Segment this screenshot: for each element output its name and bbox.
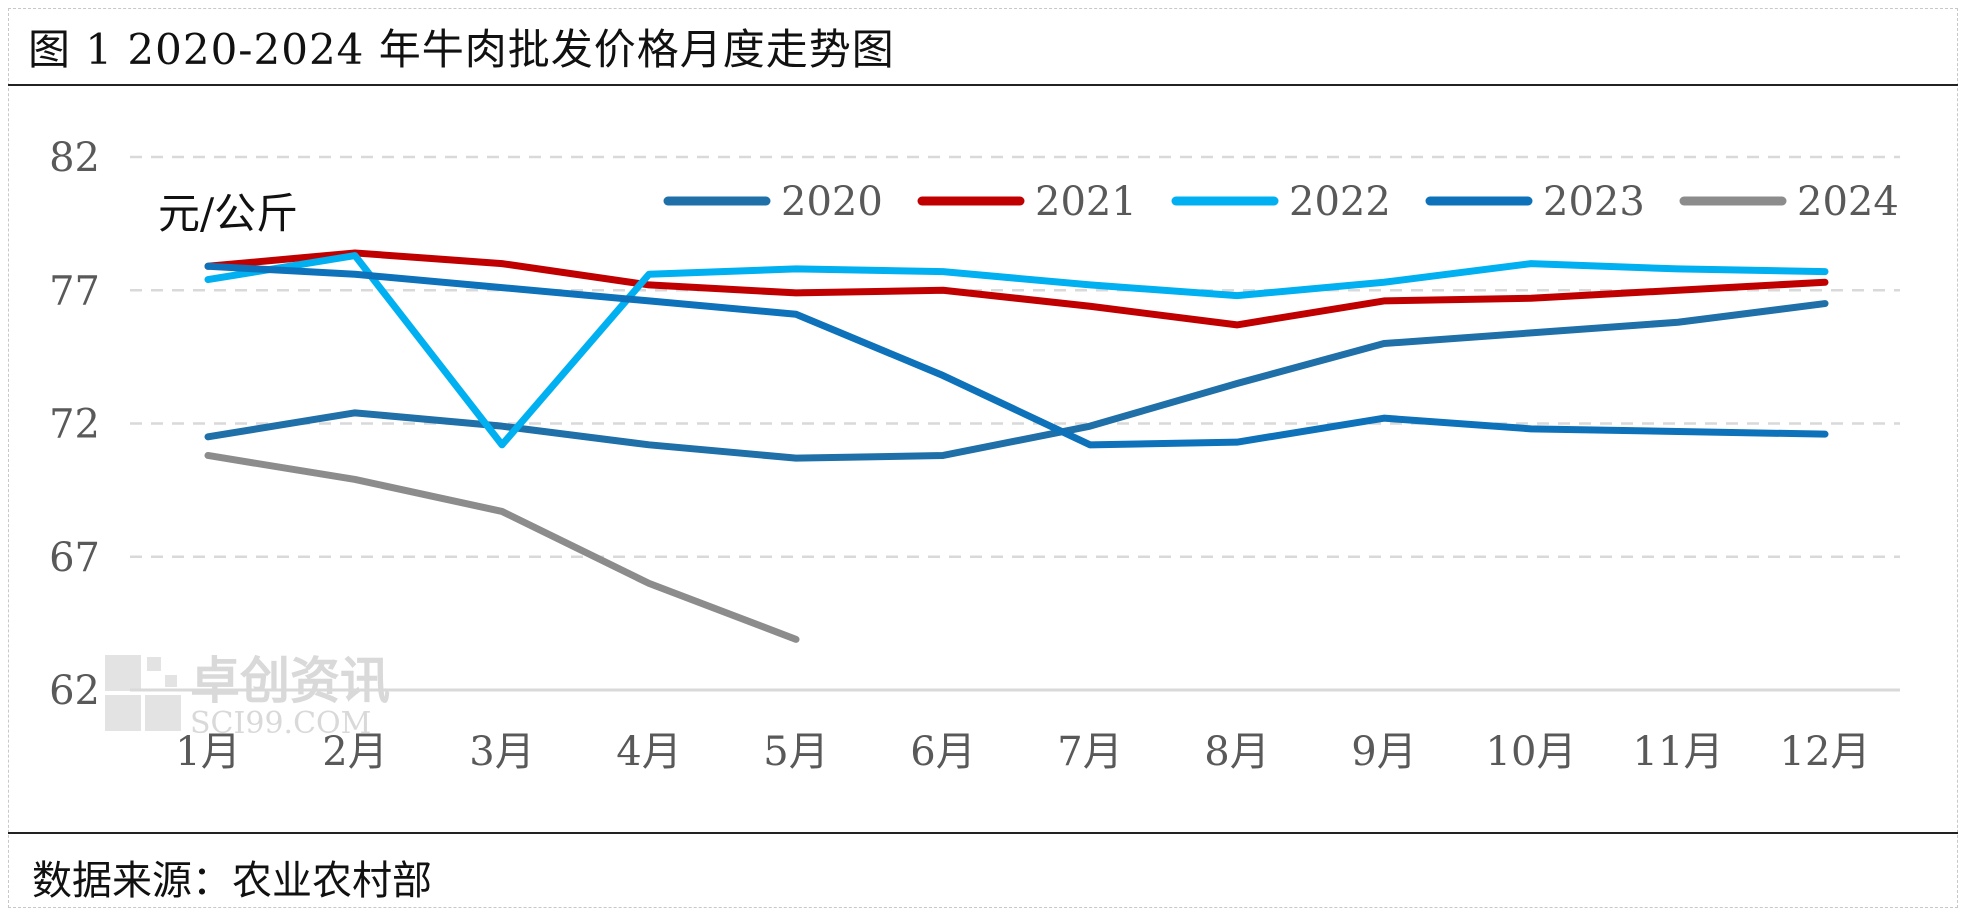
legend-item-2020[interactable]: 2020: [663, 179, 883, 225]
legend[interactable]: 2020 2021 2022 2023 2024: [663, 179, 1899, 225]
chart-title: 图 1 2020-2024 年牛肉批发价格月度走势图: [28, 25, 895, 74]
x-tick-label: 8月: [1204, 729, 1269, 775]
footer-divider: [8, 832, 1958, 834]
x-tick-label: 2月: [322, 729, 387, 775]
y-tick-label: 77: [49, 268, 100, 314]
x-tick-label: 10月: [1486, 729, 1577, 775]
legend-item-2022[interactable]: 2022: [1171, 179, 1391, 225]
series-lines: [204, 249, 1829, 643]
chart-frame: [8, 8, 1958, 908]
watermark: 卓创资讯 SCI99.COM: [105, 652, 390, 741]
watermark-cn-text: 卓创资讯: [190, 652, 390, 710]
x-tick-label: 1月: [175, 729, 240, 775]
legend-item-2021[interactable]: 2021: [917, 179, 1137, 225]
title-bar: [8, 8, 1958, 86]
series-line-2022: [204, 252, 1829, 449]
legend-label: 2021: [1035, 179, 1137, 225]
y-unit-label: 元/公斤: [158, 189, 298, 238]
x-tick-label: 4月: [616, 729, 681, 775]
source-note: 数据来源：农业农村部: [32, 858, 432, 904]
x-axis: 1月 2月 3月 4月 5月 6月 7月 8月 9月 10月 11月 12月: [175, 729, 1870, 775]
x-tick-label: 5月: [763, 729, 828, 775]
series-line-2023: [204, 262, 1829, 449]
x-tick-label: 11月: [1633, 729, 1724, 775]
legend-label: 2020: [781, 179, 883, 225]
y-axis: 62 67 72 77 82: [49, 135, 100, 714]
series-line-2021: [204, 249, 1829, 329]
watermark-en-text: SCI99.COM: [190, 706, 371, 741]
y-tick-label: 82: [49, 135, 100, 181]
x-tick-label: 6月: [910, 729, 975, 775]
y-tick-label: 72: [49, 402, 100, 448]
x-tick-label: 12月: [1780, 729, 1871, 775]
y-tick-label: 67: [49, 535, 100, 581]
x-tick-label: 3月: [469, 729, 534, 775]
x-tick-label: 7月: [1057, 729, 1122, 775]
legend-label: 2023: [1543, 179, 1645, 225]
x-tick-label: 9月: [1351, 729, 1416, 775]
watermark-logo-icon: [105, 655, 181, 731]
series-line-2024: [204, 451, 800, 643]
legend-label: 2024: [1797, 179, 1899, 225]
legend-label: 2022: [1289, 179, 1391, 225]
grid-lines: [130, 155, 1900, 692]
y-tick-label: 62: [49, 668, 100, 714]
legend-item-2023[interactable]: 2023: [1425, 179, 1645, 225]
series-line-2020: [204, 300, 1829, 462]
legend-item-2024[interactable]: 2024: [1679, 179, 1899, 225]
